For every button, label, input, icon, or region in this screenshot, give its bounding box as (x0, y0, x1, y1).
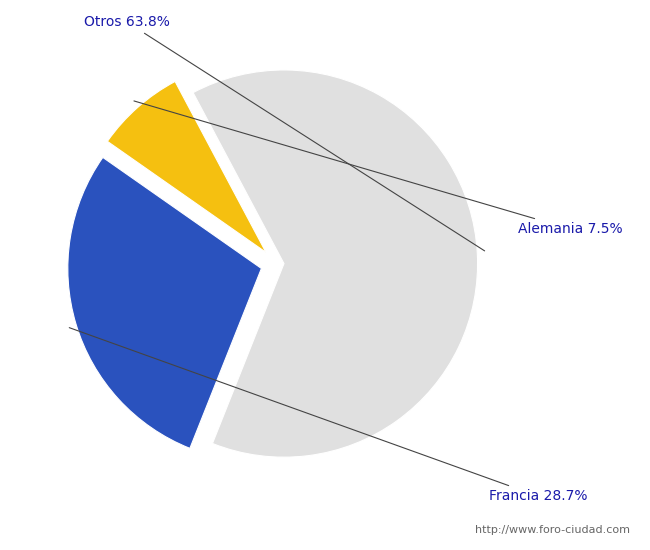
Wedge shape (193, 70, 478, 457)
Text: Otros 63.8%: Otros 63.8% (84, 15, 485, 251)
Text: Francia 28.7%: Francia 28.7% (70, 328, 588, 503)
Text: http://www.foro-ciudad.com: http://www.foro-ciudad.com (476, 525, 630, 535)
Wedge shape (107, 81, 266, 252)
Wedge shape (68, 157, 261, 448)
Text: Alemania 7.5%: Alemania 7.5% (134, 101, 623, 236)
Text: L'Arboç - Turistas extranjeros según país - Abril de 2024: L'Arboç - Turistas extranjeros según paí… (111, 13, 539, 29)
